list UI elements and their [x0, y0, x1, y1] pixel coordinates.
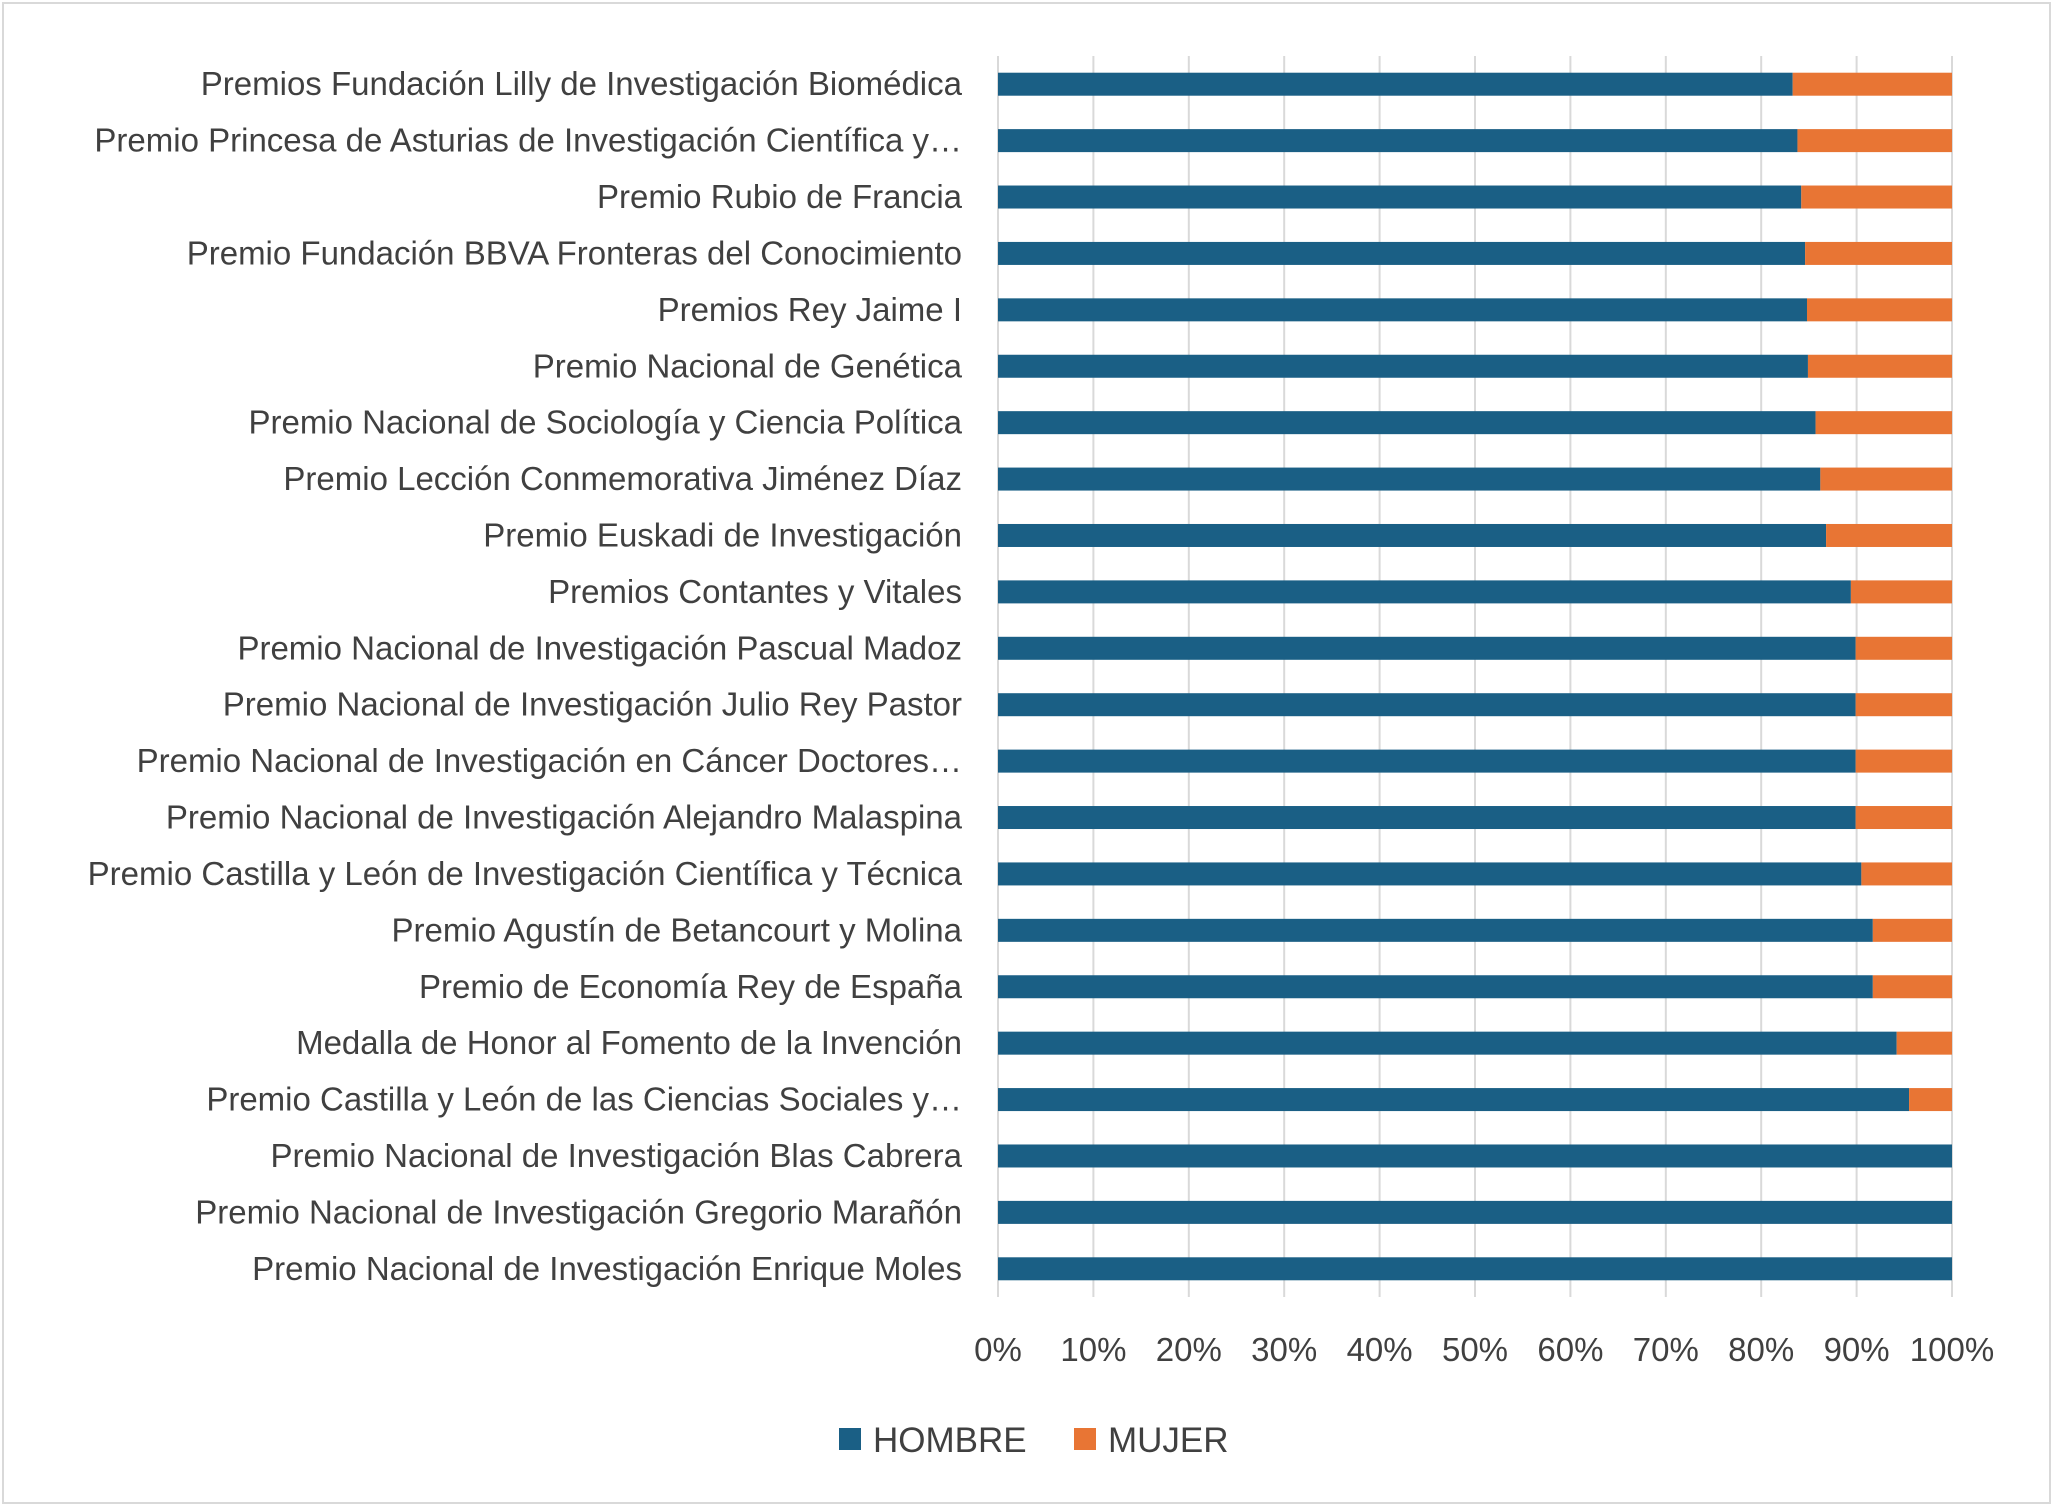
x-tick-label: 10% [1060, 1331, 1126, 1368]
bar-hombre [998, 1144, 1952, 1168]
bar-hombre [998, 636, 1856, 660]
bar-hombre [998, 1031, 1897, 1055]
bar-hombre [998, 862, 1862, 886]
legend-label-hombre: HOMBRE [873, 1421, 1027, 1460]
category-label: Premio Nacional de Sociología y Ciencia … [248, 404, 962, 441]
bar-hombre [998, 1257, 1952, 1281]
bar-mujer [1872, 975, 1952, 999]
legend: HOMBRE MUJER [839, 1421, 1229, 1460]
category-label: Premio Castilla y León de Investigación … [88, 855, 963, 892]
category-label: Premio Fundación BBVA Fronteras del Cono… [187, 234, 962, 271]
category-label: Premio Nacional de Genética [533, 347, 963, 384]
bar-hombre [998, 185, 1802, 209]
category-label: Premio Agustín de Betancourt y Molina [392, 911, 963, 948]
bar-hombre [998, 975, 1873, 999]
x-tick-label: 30% [1251, 1331, 1317, 1368]
bar-hombre [998, 749, 1856, 773]
bar-mujer [1855, 806, 1952, 830]
category-label: Premio Castilla y León de las Ciencias S… [206, 1081, 962, 1118]
x-tick-label: 80% [1728, 1331, 1794, 1368]
x-tick-label: 0% [974, 1331, 1022, 1368]
bar-mujer [1797, 129, 1952, 153]
category-label: Premio Nacional de Investigación Blas Ca… [270, 1137, 962, 1174]
bar-hombre [998, 467, 1821, 491]
bar-hombre [998, 1200, 1952, 1224]
bar-mujer [1792, 72, 1952, 96]
x-tick-label: 20% [1156, 1331, 1222, 1368]
x-tick-labels: 0% 10% 20% 30% 40% 50% 60% 70% 80% 90% 100% [974, 1331, 1994, 1368]
legend-label-mujer: MUJER [1108, 1421, 1229, 1460]
bar-mujer [1850, 580, 1952, 604]
bars [998, 72, 1952, 1281]
bar-hombre [998, 523, 1827, 547]
bar-mujer [1855, 693, 1952, 717]
category-label: Premio Nacional de Investigación en Cánc… [137, 742, 962, 779]
x-tick-label: 100% [1910, 1331, 1994, 1368]
category-labels: Premios Fundación Lilly de Investigación… [88, 65, 963, 1287]
bar-hombre [998, 129, 1798, 153]
bar-hombre [998, 1088, 1910, 1112]
category-label: Premio Euskadi de Investigación [483, 516, 962, 553]
bar-hombre [998, 918, 1873, 942]
bar-mujer [1909, 1088, 1952, 1112]
category-label: Premio de Economía Rey de España [419, 968, 963, 1005]
category-label: Premios Rey Jaime I [658, 291, 962, 328]
category-label: Premios Contantes y Vitales [548, 573, 962, 610]
bar-mujer [1855, 636, 1952, 660]
bar-mujer [1806, 298, 1952, 322]
bar-mujer [1805, 241, 1952, 265]
category-label: Premios Fundación Lilly de Investigación… [201, 65, 963, 102]
bar-hombre [998, 298, 1807, 322]
category-label: Premio Nacional de Investigación Alejand… [166, 799, 963, 836]
category-label: Premio Nacional de Investigación Pascual… [237, 629, 962, 666]
category-label: Premio Lección Conmemorativa Jiménez Día… [283, 460, 962, 497]
x-tick-label: 40% [1347, 1331, 1413, 1368]
category-label: Premio Nacional de Investigación Julio R… [223, 686, 962, 723]
bar-mujer [1820, 467, 1952, 491]
bar-hombre [998, 411, 1816, 435]
x-tick-label: 60% [1537, 1331, 1603, 1368]
bar-hombre [998, 580, 1851, 604]
bar-hombre [998, 693, 1856, 717]
x-tick-label: 70% [1633, 1331, 1699, 1368]
bar-hombre [998, 72, 1793, 96]
bar-mujer [1855, 749, 1952, 773]
x-tick-label: 90% [1824, 1331, 1890, 1368]
category-label: Medalla de Honor al Fomento de la Invenc… [296, 1024, 962, 1061]
bar-mujer [1815, 411, 1952, 435]
category-label: Premio Nacional de Investigación Enrique… [252, 1250, 962, 1287]
bar-hombre [998, 241, 1806, 265]
x-tick-label: 50% [1442, 1331, 1508, 1368]
category-label: Premio Princesa de Asturias de Investiga… [94, 122, 962, 159]
bar-mujer [1801, 185, 1952, 209]
bar-mujer [1872, 918, 1952, 942]
bar-hombre [998, 806, 1856, 830]
bar-mujer [1861, 862, 1952, 886]
legend-swatch-hombre [839, 1428, 861, 1450]
category-label: Premio Nacional de Investigación Gregori… [195, 1193, 962, 1230]
bar-mujer [1826, 523, 1952, 547]
bar-mujer [1896, 1031, 1952, 1055]
legend-swatch-mujer [1074, 1428, 1096, 1450]
bar-hombre [998, 354, 1808, 378]
category-label: Premio Rubio de Francia [597, 178, 963, 215]
bar-mujer [1807, 354, 1952, 378]
